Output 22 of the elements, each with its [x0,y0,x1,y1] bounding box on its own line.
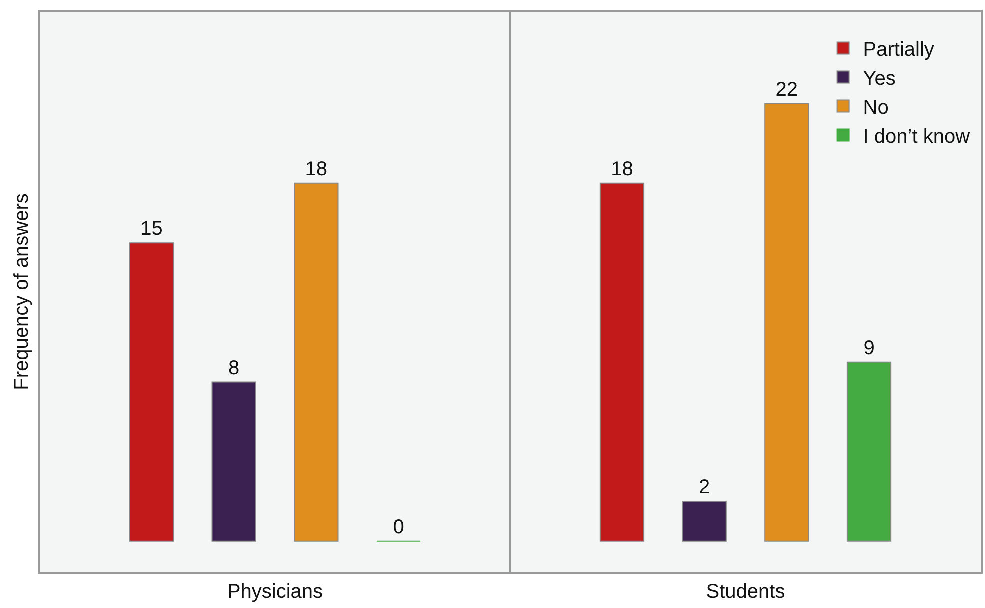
legend-label: Yes [863,68,896,90]
legend-label: I don’t know [863,126,971,148]
bar [600,182,645,542]
data-label: 15 [140,218,163,240]
legend-label: Partially [863,39,934,62]
x-tick-label: Physicians [227,581,324,603]
bar [764,103,810,542]
data-label: 0 [393,516,404,538]
legend-label: No [863,97,889,120]
bar [682,501,727,542]
data-label: 9 [864,337,875,360]
data-label: 8 [228,357,240,380]
data-label: 18 [305,158,328,180]
data-label: 18 [611,158,634,180]
y-axis-title: Frequency of answers [11,194,33,390]
x-tick-label: Students [706,581,786,603]
bar [294,182,339,542]
data-label: 22 [776,78,798,101]
bar [212,382,256,542]
bar [846,362,892,542]
bar [129,242,174,542]
data-label: 2 [699,476,710,499]
